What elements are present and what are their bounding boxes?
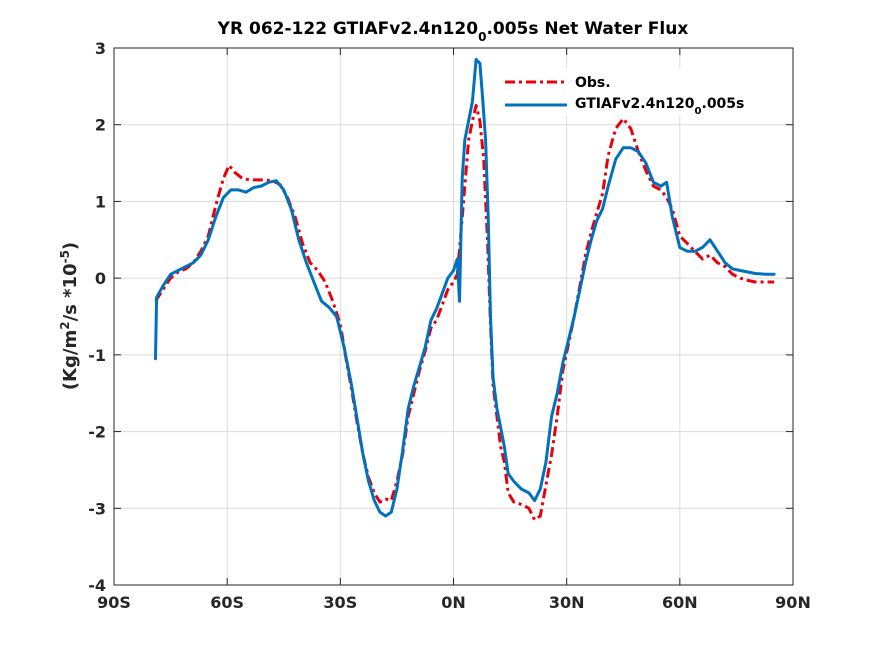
y-tick-labels: 3 2 1 0 -1 -2 -3 -4 [88, 39, 106, 595]
x-tick-labels: 90S 60S 30S 0N 30N 60N 90N [97, 593, 811, 612]
x-tick-label: 90N [775, 593, 811, 612]
legend-label-model: GTIAFv2.4n1200.005s [575, 96, 744, 117]
legend-label-obs: Obs. [575, 75, 611, 91]
legend: Obs. GTIAFv2.4n1200.005s [497, 68, 777, 117]
y-tick-label: 1 [95, 192, 106, 211]
legend-box [497, 68, 777, 116]
x-tick-label: 30S [323, 593, 357, 612]
x-tick-label: 90S [97, 593, 131, 612]
chart-title: YR 062-122 GTIAFv2.4n1200.005s Net Water… [217, 19, 689, 44]
y-tick-label: -1 [88, 346, 106, 365]
y-tick-label: 0 [95, 269, 106, 288]
y-tick-label: 2 [95, 116, 106, 135]
y-tick-label: -2 [88, 423, 106, 442]
y-tick-label: -3 [88, 499, 106, 518]
x-tick-label: 60S [210, 593, 244, 612]
y-tick-label: -4 [88, 576, 106, 595]
series-lines [154, 58, 776, 522]
y-tick-label: 3 [95, 39, 106, 58]
y-axis-label: (Kg/m2/s *10-5) [58, 242, 81, 390]
series-line-model [154, 58, 776, 518]
x-tick-label: 0N [441, 593, 466, 612]
axis-ticks [113, 47, 794, 586]
x-tick-label: 60N [662, 593, 698, 612]
x-tick-label: 30N [549, 593, 585, 612]
